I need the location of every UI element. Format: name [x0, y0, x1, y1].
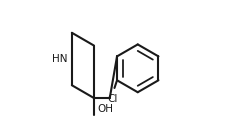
Text: HN: HN [52, 54, 68, 64]
Text: Cl: Cl [107, 94, 117, 104]
Text: OH: OH [97, 104, 113, 114]
